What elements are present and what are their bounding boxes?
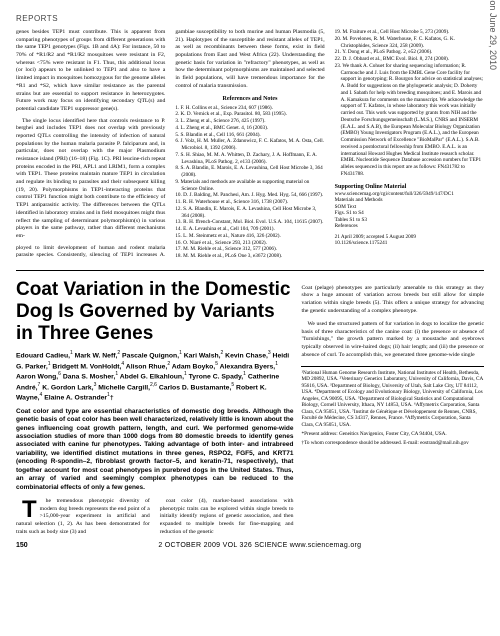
body-p3: Coat (pelage) phenotypes are particularl… xyxy=(301,285,484,316)
body-p2: coat color (4), marker-based association… xyxy=(160,498,294,536)
article-block: Coat Variation in the Domestic Dog Is Go… xyxy=(16,279,484,537)
section-tag: REPORTS xyxy=(16,14,484,23)
reference-item: 4. L. Zheng et al., BMC Genet. 4, 16 (20… xyxy=(175,125,324,132)
abstract: Coat color and type are essential charac… xyxy=(16,408,293,492)
dropcap: T xyxy=(16,498,40,520)
top-para-2: The single locus identified here that co… xyxy=(16,118,165,241)
body-p4: We used the structured pattern of fur va… xyxy=(301,321,484,359)
affiliations: ¹National Human Genome Research Institut… xyxy=(301,370,484,429)
article-divider xyxy=(16,270,484,271)
affil-divider xyxy=(301,366,484,367)
reference-item: 22. D. J. Obbard et al., BMC Evol. Biol.… xyxy=(335,56,484,63)
footer-meta: 2 OCTOBER 2009 VOL 326 SCIENCE www.scien… xyxy=(36,542,484,549)
reference-item: 15. L. M. Steinmetz et al., Nature 416, … xyxy=(175,233,324,240)
reference-item: 6. J. Volz, H. M. Muller, A. Zdanowicz, … xyxy=(175,138,324,152)
refs-heading: References and Notes xyxy=(175,95,324,103)
reference-item: 3. L. Zheng et al., Science 276, 425 (19… xyxy=(175,118,324,125)
supp-heading: Supporting Online Material xyxy=(335,183,484,191)
article-left: Coat Variation in the Domestic Dog Is Go… xyxy=(16,279,301,537)
page-number: 150 xyxy=(16,542,28,549)
reference-item: 23. We thank A. Cohuet for sharing seque… xyxy=(335,63,484,178)
reference-item: 20. M. Povelones, R. M. Waterhouse, F. C… xyxy=(335,36,484,50)
reference-item: 21. Y. Dong et al., PLoS Pathog. 2, e52 … xyxy=(335,49,484,56)
reference-item: 14. E. A. Levashina et al., Cell 104, 70… xyxy=(175,226,324,233)
page: REPORTS Downloaded from www.sciencemag.o… xyxy=(0,0,500,557)
reference-item: 19. M. Fraiture et al., Cell Host Microb… xyxy=(335,29,484,36)
reference-item: 12. S. A. Blandin, E. Marois, E. A. Leva… xyxy=(175,206,324,220)
top-para-1: genes besides TEP1 must contribute. This… xyxy=(16,29,165,114)
supp-body: www.sciencemag.org/cgi/content/full/326/… xyxy=(335,191,484,230)
download-sidebar: Downloaded from www.sciencemag.org on Ju… xyxy=(488,0,498,70)
present-address: *Present address: Geneitics Navigenics, … xyxy=(301,431,484,438)
page-footer: 150 2 OCTOBER 2009 VOL 326 SCIENCE www.s… xyxy=(16,542,484,549)
reference-item: 11. R. H. Waterhouse et al., Science 316… xyxy=(175,199,324,206)
supp-dates: 21 April 2009; accepted 5 August 200910.… xyxy=(335,234,484,247)
top-columns: genes besides TEP1 must contribute. This… xyxy=(16,29,484,260)
article-right: Coat (pelage) phenotypes are particularl… xyxy=(301,279,484,446)
reference-item: 9. Materials and methods are available a… xyxy=(175,179,324,193)
body-columns: The tremendous phenotypic diversity of m… xyxy=(16,498,293,536)
article-title: Coat Variation in the Domestic Dog Is Go… xyxy=(16,279,293,345)
body-p1: The tremendous phenotypic diversity of m… xyxy=(16,498,150,536)
authors: Edouard Cadieu,1 Mark W. Neff,2 Pascale … xyxy=(16,350,293,402)
reference-item: 7. S. H. Shiao, M. M. A. Whitten, D. Zac… xyxy=(175,152,324,166)
reference-item: 8. S. A. Blandin, E. Marois, E. A. Levas… xyxy=(175,165,324,179)
corresponding: †To whom correspondence should be addres… xyxy=(301,440,484,447)
reference-item: 18. M. M. Riehle et al., PLoS One 3, e36… xyxy=(175,253,324,260)
